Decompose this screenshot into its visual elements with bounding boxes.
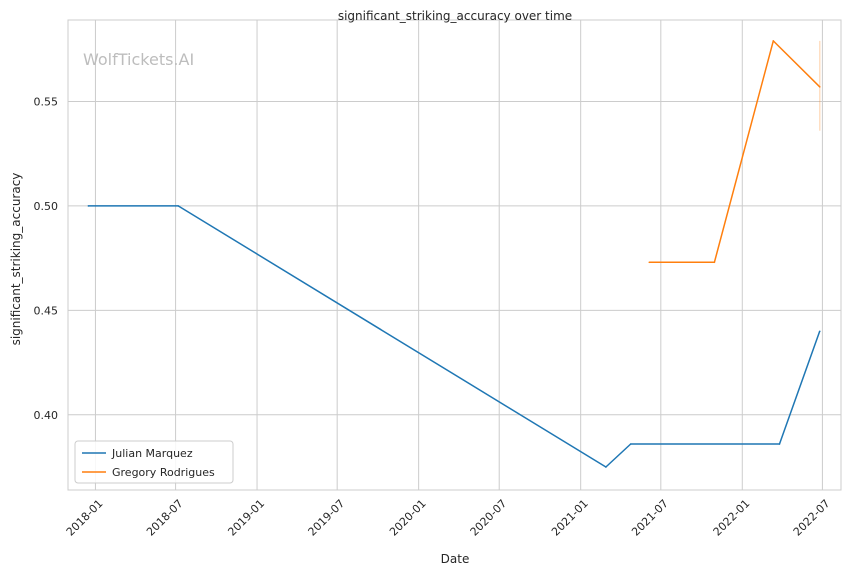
data-point-julian-marquez — [87, 205, 90, 207]
data-point-gregory-rodrigues — [772, 40, 775, 42]
legend-label-julian-marquez: Julian Marquez — [111, 447, 193, 460]
data-point-julian-marquez — [778, 443, 781, 445]
chart-title: significant_striking_accuracy over time — [338, 9, 572, 23]
y-tick-label: 0.50 — [34, 200, 59, 213]
x-axis-label: Date — [441, 552, 470, 566]
data-point-julian-marquez — [629, 443, 632, 445]
y-axis-label: significant_striking_accuracy — [9, 173, 23, 346]
data-point-julian-marquez — [605, 466, 607, 468]
series-line-gregory-rodrigues — [649, 40, 821, 264]
y-tick-label: 0.45 — [34, 304, 59, 317]
plot-frame — [67, 19, 842, 491]
y-tick-label: 0.40 — [34, 409, 59, 422]
watermark: WolfTickets.AI — [83, 50, 194, 69]
data-point-gregory-rodrigues — [818, 86, 821, 88]
series-line-julian-marquez — [88, 205, 821, 468]
legend-box — [74, 440, 234, 484]
data-point-gregory-rodrigues — [713, 261, 716, 264]
grid — [68, 20, 841, 490]
legend: Julian Marquez Gregory Rodrigues — [74, 440, 234, 484]
series-group — [87, 40, 821, 468]
data-point-gregory-rodrigues — [648, 261, 651, 264]
y-tick-label: 0.55 — [34, 95, 59, 108]
legend-label-gregory-rodrigues: Gregory Rodrigues — [112, 466, 215, 479]
data-point-julian-marquez — [818, 330, 821, 333]
y-axis-ticks: 0.40 0.45 0.50 0.55 — [34, 95, 59, 421]
data-point-julian-marquez — [177, 205, 180, 207]
